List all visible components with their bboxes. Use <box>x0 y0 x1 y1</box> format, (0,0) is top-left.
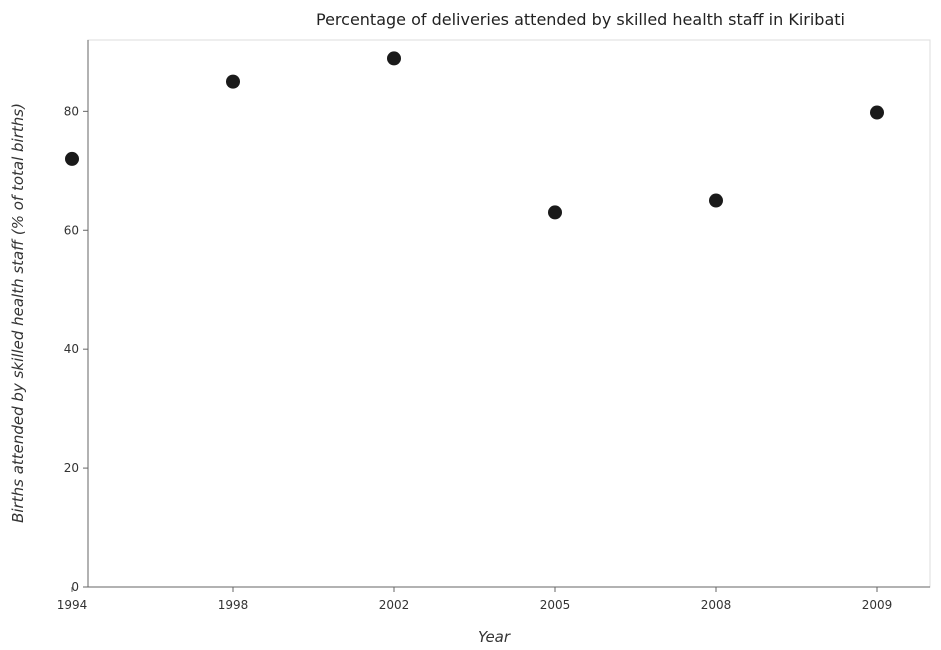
y-axis-label: Births attended by skilled health staff … <box>9 103 27 523</box>
data-points <box>65 51 884 220</box>
x-tick-label: 1998 <box>218 598 249 612</box>
y-tick-label: 80 <box>64 104 79 118</box>
x-axis-ticks: 1994 1998 2002 2005 2008 2009 <box>57 587 893 612</box>
data-point-2002 <box>387 51 401 66</box>
x-tick-label: 2009 <box>862 598 893 612</box>
plot-frame <box>87 39 931 588</box>
chart-title: Percentage of deliveries attended by ski… <box>316 10 845 29</box>
data-point-2005 <box>548 205 562 220</box>
y-axis-ticks: 0 20 40 60 80 <box>64 104 88 594</box>
y-tick-label: 20 <box>64 461 79 475</box>
data-point-1998 <box>226 74 240 89</box>
data-point-2008 <box>709 193 723 208</box>
y-tick-label: 0 <box>71 580 79 594</box>
x-tick-label: 2008 <box>701 598 732 612</box>
y-tick-label: 60 <box>64 223 79 237</box>
x-axis-label: Year <box>478 628 511 646</box>
x-tick-label: 2002 <box>379 598 410 612</box>
x-tick-label: 1994 <box>57 598 88 612</box>
data-point-2009 <box>870 105 884 120</box>
x-tick-label: 2005 <box>540 598 571 612</box>
data-point-1994 <box>65 151 79 166</box>
y-tick-label: 40 <box>64 342 79 356</box>
